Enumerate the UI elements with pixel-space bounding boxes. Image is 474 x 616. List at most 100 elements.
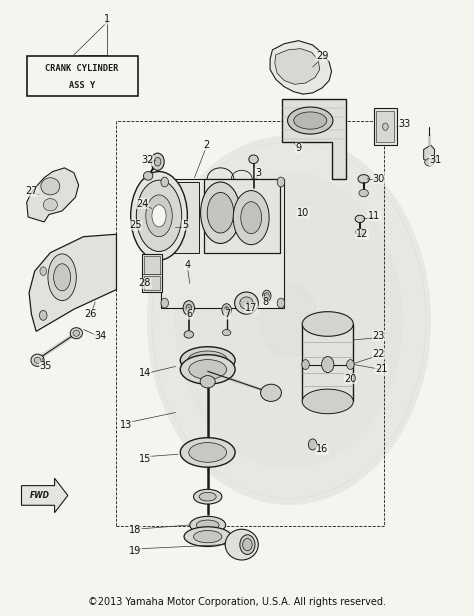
Bar: [376, 111, 394, 142]
Circle shape: [264, 293, 269, 299]
Polygon shape: [182, 452, 233, 461]
Bar: [142, 254, 162, 292]
Text: 26: 26: [84, 309, 97, 319]
Ellipse shape: [222, 330, 231, 336]
Circle shape: [277, 298, 285, 308]
Circle shape: [263, 290, 271, 301]
Text: 13: 13: [120, 419, 132, 430]
Ellipse shape: [358, 174, 369, 183]
Ellipse shape: [152, 205, 166, 227]
Ellipse shape: [359, 189, 368, 197]
Circle shape: [161, 177, 168, 187]
Text: 2: 2: [203, 140, 210, 150]
Polygon shape: [204, 179, 280, 253]
Ellipse shape: [41, 177, 60, 195]
Text: 14: 14: [139, 368, 151, 378]
Ellipse shape: [193, 489, 222, 504]
Text: 28: 28: [139, 278, 151, 288]
Ellipse shape: [201, 182, 240, 243]
Circle shape: [186, 304, 191, 312]
Circle shape: [383, 123, 388, 131]
Text: 19: 19: [129, 546, 142, 556]
Ellipse shape: [240, 297, 253, 309]
Circle shape: [183, 301, 194, 315]
Text: 20: 20: [344, 374, 356, 384]
Ellipse shape: [425, 159, 434, 166]
Text: 8: 8: [262, 297, 268, 307]
Text: 7: 7: [224, 309, 231, 319]
Text: 4: 4: [184, 260, 191, 270]
Text: FWD: FWD: [29, 491, 49, 500]
Ellipse shape: [302, 389, 353, 414]
Polygon shape: [270, 41, 331, 94]
Text: 31: 31: [429, 155, 442, 166]
Text: 16: 16: [316, 444, 328, 455]
Text: 5: 5: [182, 220, 188, 230]
Polygon shape: [29, 234, 117, 331]
Ellipse shape: [207, 192, 234, 233]
Circle shape: [224, 307, 229, 313]
Polygon shape: [21, 478, 68, 513]
Text: 17: 17: [245, 303, 257, 313]
Text: 10: 10: [297, 208, 310, 217]
Ellipse shape: [146, 195, 172, 237]
Ellipse shape: [180, 438, 235, 467]
Text: 22: 22: [373, 349, 385, 359]
Text: 1: 1: [104, 14, 110, 24]
Ellipse shape: [199, 492, 216, 501]
Ellipse shape: [180, 347, 235, 374]
Ellipse shape: [225, 529, 258, 560]
Text: CRANK CYLINDER: CRANK CYLINDER: [46, 64, 119, 73]
Polygon shape: [424, 145, 435, 164]
Text: 33: 33: [399, 119, 411, 129]
Ellipse shape: [193, 530, 222, 543]
Bar: [117, 121, 383, 526]
Circle shape: [243, 538, 252, 551]
Ellipse shape: [73, 330, 80, 336]
Circle shape: [147, 136, 431, 505]
Ellipse shape: [355, 215, 365, 222]
Ellipse shape: [294, 112, 327, 129]
Text: 24: 24: [137, 198, 149, 209]
Circle shape: [277, 177, 285, 187]
Ellipse shape: [144, 172, 153, 180]
Ellipse shape: [249, 155, 258, 164]
Text: 32: 32: [141, 155, 154, 166]
Text: 6: 6: [187, 309, 193, 319]
Circle shape: [175, 172, 402, 468]
Ellipse shape: [34, 357, 41, 363]
Ellipse shape: [200, 376, 215, 388]
Ellipse shape: [288, 107, 333, 134]
Text: 9: 9: [295, 143, 301, 153]
Bar: [374, 108, 397, 145]
Ellipse shape: [43, 198, 57, 211]
Ellipse shape: [190, 516, 226, 533]
Circle shape: [155, 158, 161, 166]
Polygon shape: [282, 99, 346, 179]
Bar: [27, 56, 138, 96]
Ellipse shape: [131, 172, 187, 260]
Circle shape: [346, 360, 354, 370]
Ellipse shape: [189, 443, 227, 462]
Ellipse shape: [188, 351, 228, 370]
Ellipse shape: [54, 264, 71, 291]
Ellipse shape: [302, 312, 353, 336]
Polygon shape: [182, 362, 233, 371]
Ellipse shape: [184, 527, 231, 546]
Text: 25: 25: [129, 220, 142, 230]
Bar: [161, 182, 199, 253]
Ellipse shape: [137, 180, 182, 251]
Ellipse shape: [180, 355, 235, 384]
Ellipse shape: [233, 190, 269, 245]
Circle shape: [151, 153, 164, 171]
Circle shape: [321, 357, 334, 373]
Ellipse shape: [241, 201, 262, 233]
Ellipse shape: [189, 360, 227, 379]
Circle shape: [261, 283, 318, 357]
Text: 30: 30: [373, 174, 385, 184]
Bar: [302, 324, 353, 402]
Text: ASS Y: ASS Y: [69, 81, 95, 91]
Ellipse shape: [48, 254, 76, 301]
Circle shape: [40, 267, 46, 275]
Bar: [161, 179, 284, 308]
